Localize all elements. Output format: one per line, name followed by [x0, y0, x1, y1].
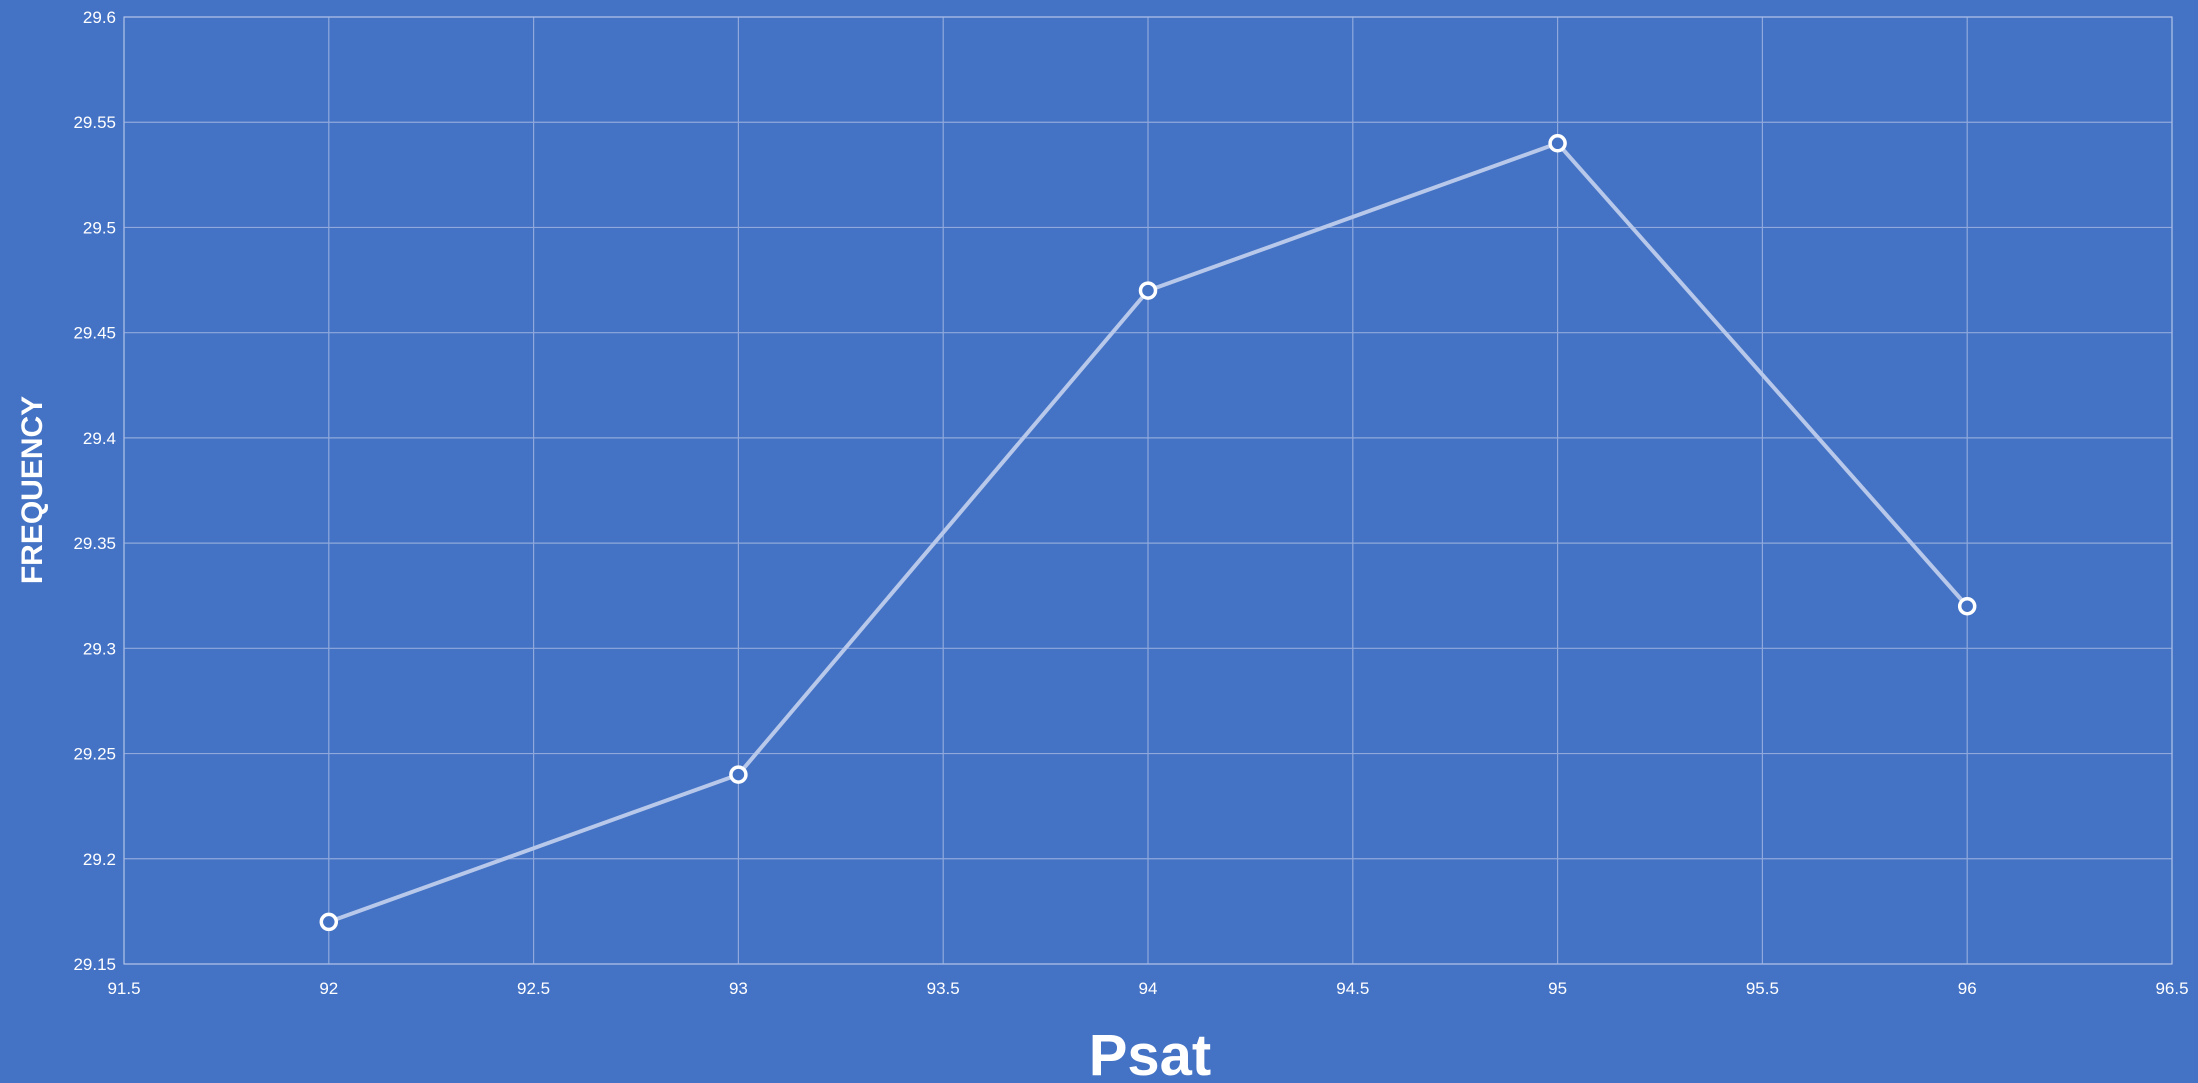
- data-point: [319, 912, 339, 932]
- series-layer: [319, 134, 1977, 932]
- x-tick-label: 96: [1958, 979, 1977, 998]
- data-point: [1138, 281, 1158, 300]
- x-tick-label: 96.5: [2155, 979, 2188, 998]
- y-tick-label: 29.35: [73, 534, 116, 553]
- y-tick-label: 29.15: [73, 955, 116, 974]
- x-axis-ticks: 91.5 92 92.5 93 93.5 94 94.5 95 95.5 96 96.5: [107, 979, 2188, 998]
- x-tick-label: 94: [1139, 979, 1158, 998]
- y-tick-label: 29.3: [83, 639, 116, 658]
- data-point: [1548, 134, 1567, 153]
- x-tick-label: 92: [319, 979, 338, 998]
- x-tick-label: 93.5: [927, 979, 960, 998]
- x-tick-label: 91.5: [107, 979, 140, 998]
- x-axis-label: Psat: [1089, 1023, 1212, 1083]
- x-tick-label: 94.5: [1336, 979, 1369, 998]
- y-tick-label: 29.45: [73, 324, 116, 343]
- plot-area-frame: [123, 16, 2173, 965]
- y-axis-label: FREQUENCY: [16, 396, 49, 584]
- y-tick-label: 29.4: [83, 429, 116, 448]
- y-tick-label: 29.6: [83, 8, 116, 27]
- x-tick-label: 95.5: [1746, 979, 1779, 998]
- x-tick-label: 95: [1548, 979, 1567, 998]
- grid: [123, 16, 2173, 965]
- y-tick-label: 29.25: [73, 745, 116, 764]
- x-tick-label: 92.5: [517, 979, 550, 998]
- data-point: [1957, 596, 1977, 616]
- y-tick-label: 29.2: [83, 850, 116, 869]
- data-point: [729, 765, 748, 784]
- x-tick-label: 93: [729, 979, 748, 998]
- y-axis-ticks: 29.15 29.2 29.25 29.3 29.35 29.4 29.45 29.5 29.5…: [73, 8, 116, 974]
- y-tick-label: 29.5: [83, 218, 116, 237]
- y-tick-label: 29.55: [73, 113, 116, 132]
